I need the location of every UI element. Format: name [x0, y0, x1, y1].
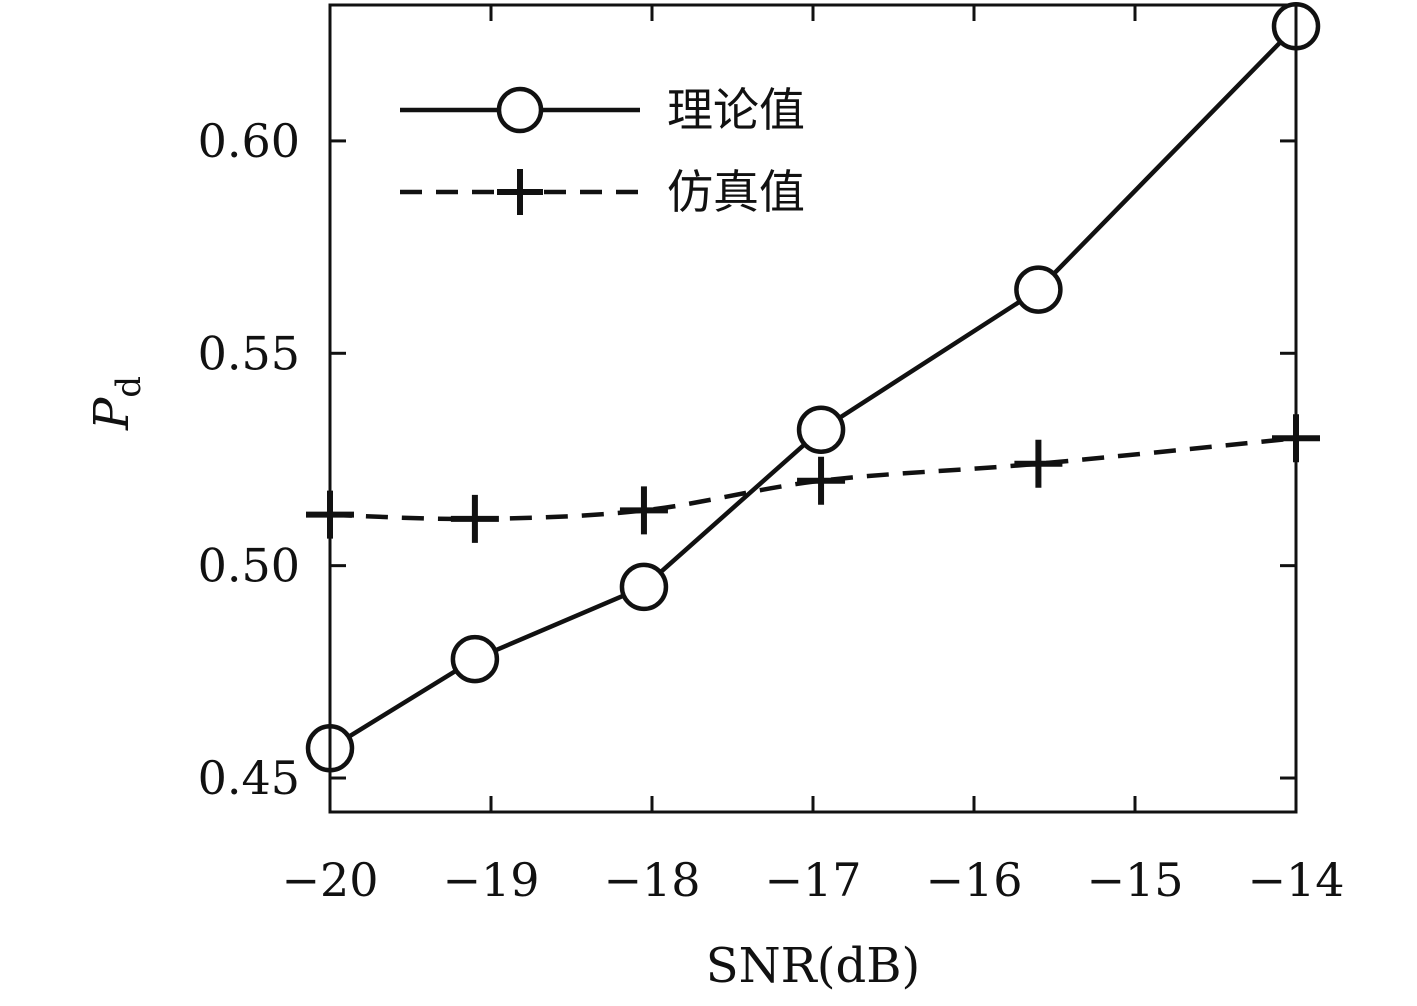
theory-point-marker: [796, 405, 846, 454]
legend-marker-plus: [497, 169, 543, 215]
x-tick-label: −20: [281, 853, 378, 907]
series-line-simulation: [329, 435, 1297, 522]
legend-label-simulation: 仿真值: [667, 165, 805, 219]
y-tick-label: 0.60: [198, 114, 300, 168]
x-tick-label: −15: [1086, 853, 1183, 907]
theory-point-marker: [450, 634, 500, 684]
x-tick-label: −17: [764, 853, 861, 907]
legend-label-theory: 理论值: [667, 83, 805, 137]
legend: 理论值 仿真值: [400, 83, 805, 219]
y-axis-label-subscript: d: [109, 376, 149, 398]
simulation-point-marker: [450, 494, 499, 543]
theory-point-marker: [619, 562, 669, 612]
simulation-point-marker: [797, 456, 846, 505]
x-tick-label: −14: [1247, 853, 1344, 907]
series-line-theory: [328, 24, 1298, 751]
x-tick-label: −16: [925, 853, 1022, 907]
x-axis-label: SNR(dB): [706, 938, 920, 994]
simulation-point-marker: [1014, 439, 1063, 488]
x-axis-ticks: −20 −19 −18 −17 −16 −15 −14: [281, 5, 1345, 907]
y-axis-ticks: 0.45 0.50 0.55 0.60: [198, 114, 1296, 805]
y-tick-label: 0.45: [198, 751, 300, 805]
plot-frame: [328, 3, 1298, 814]
y-axis-label: Pd: [84, 376, 149, 431]
y-tick-label: 0.50: [198, 539, 300, 593]
theory-point-marker: [1014, 265, 1063, 314]
legend-marker-circle: [496, 86, 544, 134]
x-tick-label: −19: [442, 853, 539, 907]
x-tick-label: −18: [603, 853, 700, 907]
y-tick-label: 0.55: [198, 326, 300, 380]
y-axis-label-main: P: [84, 397, 140, 431]
simulation-point-marker: [619, 486, 668, 535]
